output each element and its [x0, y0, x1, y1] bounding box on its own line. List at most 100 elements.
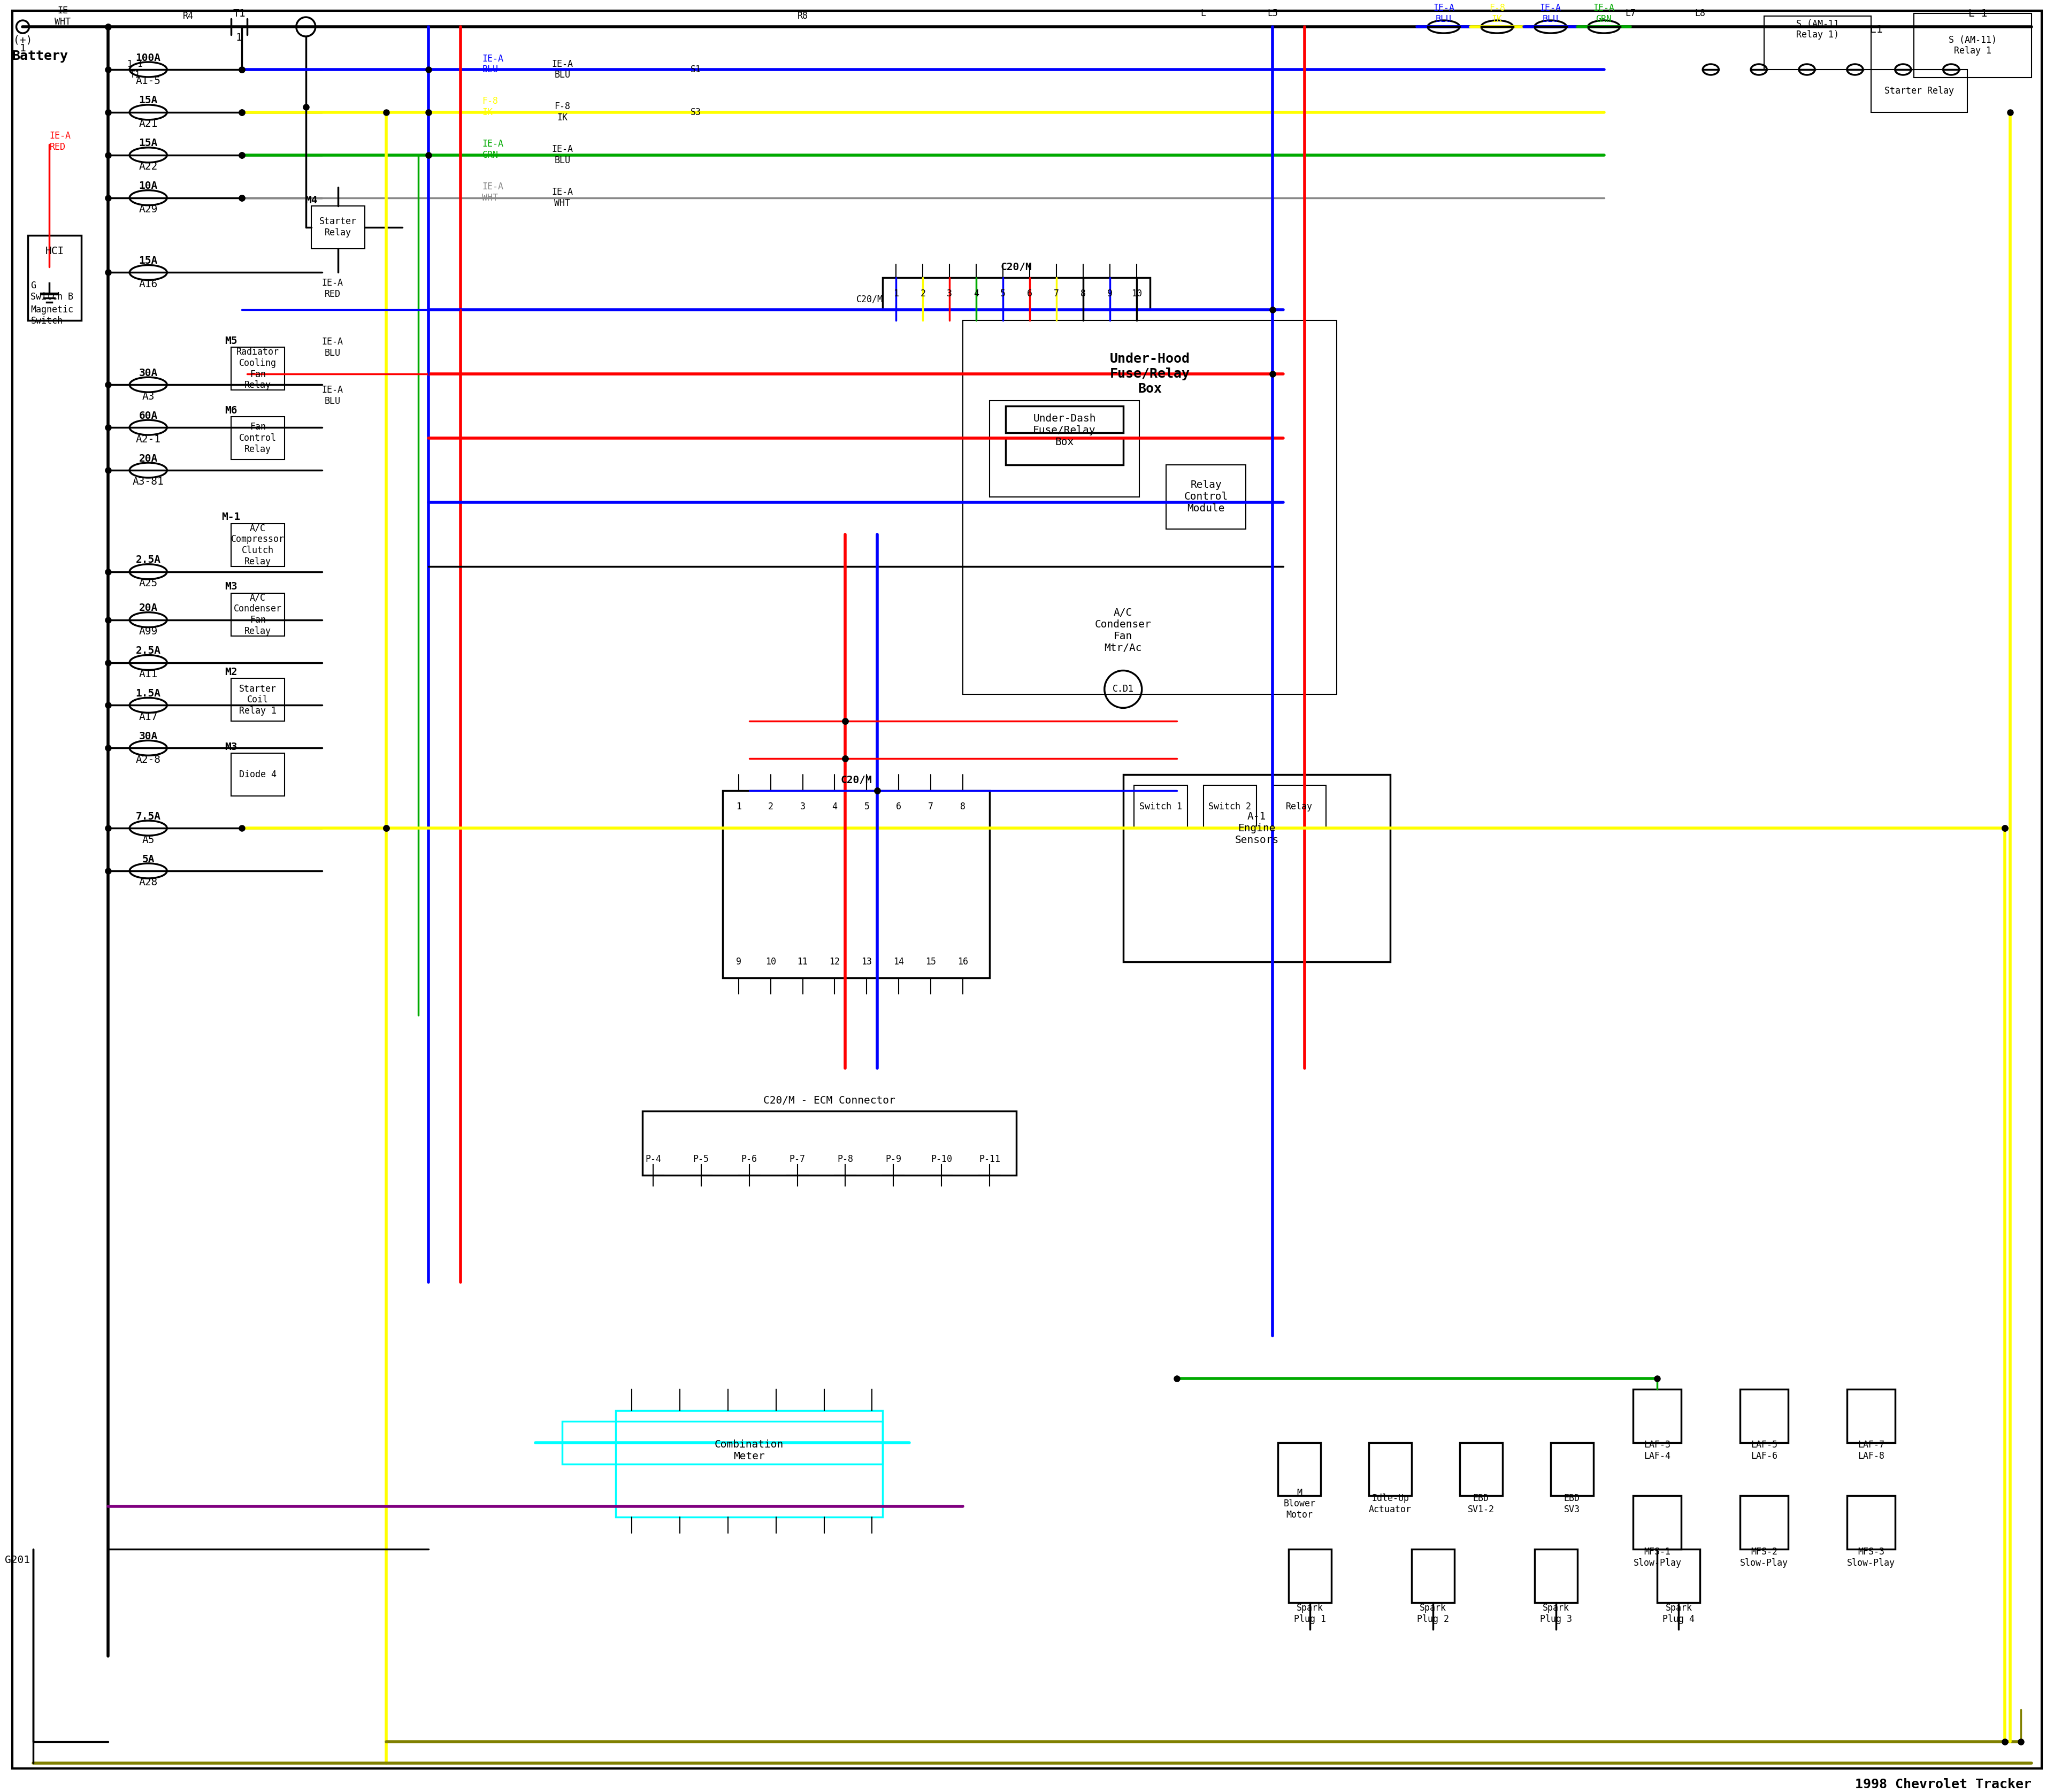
- Bar: [1006, 407, 1124, 434]
- Text: EBD
SV1-2: EBD SV1-2: [1469, 1493, 1495, 1514]
- Text: 2: 2: [768, 803, 772, 812]
- Text: IE-A
BLU: IE-A BLU: [1434, 4, 1454, 23]
- Text: M5: M5: [224, 335, 238, 346]
- Bar: [1871, 70, 1968, 113]
- Text: C20/M: C20/M: [857, 294, 883, 305]
- Bar: [1551, 1443, 1594, 1496]
- Text: Spark
Plug 2: Spark Plug 2: [1417, 1604, 1448, 1624]
- Text: IE-A
BLU: IE-A BLU: [553, 145, 573, 165]
- Text: A99: A99: [140, 627, 158, 636]
- Bar: [230, 593, 286, 636]
- Text: IE-A
GRN: IE-A GRN: [483, 140, 503, 159]
- Text: L7: L7: [1625, 9, 1635, 18]
- Text: 2.5A: 2.5A: [136, 645, 160, 656]
- Text: A3-81: A3-81: [134, 477, 164, 487]
- Text: A5: A5: [142, 835, 154, 846]
- Text: Under-Hood
Fuse/Relay
Box: Under-Hood Fuse/Relay Box: [1109, 353, 1189, 396]
- Text: R8: R8: [797, 11, 807, 22]
- Text: 1: 1: [893, 289, 900, 299]
- Text: M3: M3: [224, 582, 238, 591]
- Text: 16: 16: [957, 957, 967, 966]
- Text: 15A: 15A: [140, 138, 158, 149]
- Text: M3: M3: [224, 742, 238, 753]
- Bar: [616, 1410, 883, 1518]
- Text: Starter Relay: Starter Relay: [1884, 86, 1953, 95]
- Text: IE-A
BLU: IE-A BLU: [322, 337, 343, 358]
- Text: IE-A
BLU: IE-A BLU: [1540, 4, 1561, 23]
- Text: Idle-Up
Actuator: Idle-Up Actuator: [1368, 1493, 1411, 1514]
- Text: A25: A25: [140, 579, 158, 588]
- Text: 8: 8: [1080, 289, 1087, 299]
- Text: P-9: P-9: [885, 1154, 902, 1165]
- Text: Fan
Control
Relay: Fan Control Relay: [238, 423, 277, 453]
- Text: 10: 10: [766, 957, 776, 966]
- Bar: [1167, 464, 1247, 529]
- Text: Magnetic
Switch: Magnetic Switch: [31, 305, 74, 326]
- Text: F-8
IK: F-8 IK: [555, 102, 571, 122]
- Text: A2-1: A2-1: [136, 434, 160, 444]
- Text: 100A: 100A: [136, 52, 160, 63]
- Text: A2-8: A2-8: [136, 754, 160, 765]
- Text: (+): (+): [12, 36, 33, 45]
- Text: IE-A
BLU: IE-A BLU: [322, 385, 343, 405]
- Text: M
Blower
Motor: M Blower Motor: [1284, 1487, 1315, 1520]
- Text: A3: A3: [142, 391, 154, 401]
- Text: C20/M: C20/M: [840, 776, 871, 785]
- Bar: [230, 348, 286, 391]
- Bar: [1273, 785, 1327, 828]
- Text: 15: 15: [926, 957, 937, 966]
- Text: A21: A21: [140, 118, 158, 129]
- Text: MFS-3
Slow-Play: MFS-3 Slow-Play: [1847, 1546, 1896, 1568]
- Text: A17: A17: [140, 711, 158, 722]
- Text: A/C
Condenser
Fan
Relay: A/C Condenser Fan Relay: [234, 593, 281, 636]
- Text: 9: 9: [1107, 289, 1113, 299]
- Text: C.D1: C.D1: [1113, 685, 1134, 694]
- Text: A-1
Engine
Sensors: A-1 Engine Sensors: [1234, 812, 1280, 846]
- Text: IE-A
BLU: IE-A BLU: [483, 54, 503, 75]
- Text: Switch 2: Switch 2: [1208, 803, 1251, 812]
- Bar: [1633, 1389, 1682, 1443]
- Text: P-10: P-10: [930, 1154, 953, 1165]
- Text: 10A: 10A: [140, 181, 158, 192]
- Text: Under-Dash
Fuse/Relay
Box: Under-Dash Fuse/Relay Box: [1033, 414, 1097, 446]
- Text: Radiator
Cooling
Fan
Relay: Radiator Cooling Fan Relay: [236, 348, 279, 391]
- Bar: [1914, 13, 2031, 77]
- Text: T1: T1: [232, 9, 244, 18]
- Bar: [1134, 785, 1187, 828]
- Text: P-11: P-11: [980, 1154, 1000, 1165]
- Text: F-8
IK: F-8 IK: [1489, 4, 1506, 23]
- Bar: [230, 523, 286, 566]
- Text: P-7: P-7: [789, 1154, 805, 1165]
- Text: 3: 3: [947, 289, 953, 299]
- Bar: [723, 790, 990, 978]
- Text: P-5: P-5: [692, 1154, 709, 1165]
- Bar: [1411, 1550, 1454, 1602]
- Text: Starter
Relay: Starter Relay: [318, 217, 357, 238]
- Text: IE-A
BLU: IE-A BLU: [553, 59, 573, 81]
- Bar: [1288, 1550, 1331, 1602]
- Text: 1.5A: 1.5A: [136, 688, 160, 699]
- Text: 1: 1: [21, 43, 27, 54]
- Bar: [883, 278, 1150, 310]
- Text: 13: 13: [861, 957, 873, 966]
- Bar: [1124, 774, 1391, 962]
- Text: 1-1
T1: 1-1 T1: [127, 59, 144, 81]
- Text: 60A: 60A: [140, 410, 158, 421]
- Text: 5: 5: [1000, 289, 1006, 299]
- Text: C20/M: C20/M: [1000, 262, 1031, 272]
- Text: 3: 3: [799, 803, 805, 812]
- Text: 7.5A: 7.5A: [136, 812, 160, 821]
- Text: IE-A
WHT: IE-A WHT: [553, 188, 573, 208]
- Bar: [1847, 1389, 1896, 1443]
- Text: 1998 Chevrolet Tracker: 1998 Chevrolet Tracker: [1855, 1778, 2031, 1790]
- Bar: [230, 679, 286, 720]
- Bar: [29, 235, 82, 321]
- Text: M6: M6: [224, 405, 238, 416]
- Text: IE-A
RED: IE-A RED: [49, 131, 70, 152]
- Text: G201: G201: [4, 1555, 31, 1564]
- Text: A/C
Compressor
Clutch
Relay: A/C Compressor Clutch Relay: [230, 523, 286, 566]
- Text: C20/M - ECM Connector: C20/M - ECM Connector: [764, 1095, 896, 1106]
- Bar: [1006, 437, 1124, 464]
- Text: F-8
IK: F-8 IK: [483, 97, 499, 116]
- Text: 14: 14: [893, 957, 904, 966]
